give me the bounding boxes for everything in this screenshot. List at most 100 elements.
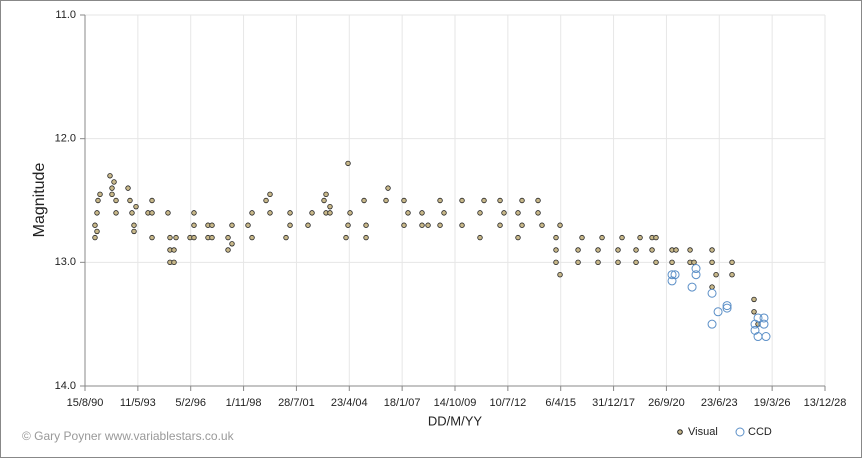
point bbox=[345, 160, 351, 167]
point bbox=[579, 234, 585, 241]
legend-label: CCD bbox=[748, 426, 772, 438]
point bbox=[173, 234, 179, 241]
point bbox=[497, 222, 503, 228]
point bbox=[309, 210, 315, 216]
point bbox=[287, 222, 293, 228]
credit: © Gary Poyner www.variablestars.co.uk bbox=[22, 429, 235, 443]
x-tick-label: 28/7/01 bbox=[278, 397, 315, 409]
point bbox=[131, 222, 137, 228]
point bbox=[283, 234, 289, 241]
point bbox=[649, 247, 655, 253]
point bbox=[95, 197, 101, 204]
point bbox=[263, 197, 269, 204]
point bbox=[669, 259, 675, 266]
point bbox=[363, 222, 369, 228]
point bbox=[722, 303, 732, 313]
y-tick-label: 14.0 bbox=[55, 380, 76, 392]
point bbox=[209, 234, 215, 241]
point bbox=[323, 191, 329, 198]
point bbox=[437, 222, 443, 228]
point bbox=[267, 210, 273, 216]
point bbox=[229, 241, 235, 247]
point bbox=[343, 234, 349, 241]
point bbox=[477, 234, 483, 241]
x-tick-label: 18/1/07 bbox=[384, 397, 421, 409]
point bbox=[405, 210, 411, 216]
point bbox=[97, 191, 103, 198]
point bbox=[553, 259, 559, 266]
point bbox=[713, 307, 723, 317]
point bbox=[109, 191, 115, 198]
point bbox=[691, 264, 701, 274]
point bbox=[385, 185, 391, 191]
point bbox=[113, 197, 119, 204]
point bbox=[687, 282, 697, 292]
point bbox=[751, 309, 757, 315]
point bbox=[111, 179, 117, 185]
point bbox=[459, 197, 465, 204]
point bbox=[94, 210, 100, 216]
point bbox=[481, 197, 487, 204]
point bbox=[229, 222, 235, 228]
point bbox=[751, 296, 757, 303]
point bbox=[709, 247, 715, 253]
point bbox=[191, 234, 197, 241]
point bbox=[419, 222, 425, 228]
point bbox=[691, 270, 701, 280]
point bbox=[759, 313, 769, 323]
point bbox=[722, 301, 732, 311]
point bbox=[363, 234, 369, 241]
legend-marker bbox=[677, 429, 683, 435]
legend-marker bbox=[735, 427, 745, 437]
x-axis-label: DD/M/YY bbox=[428, 413, 483, 428]
point bbox=[553, 247, 559, 253]
point bbox=[287, 210, 293, 216]
point bbox=[519, 222, 525, 228]
point bbox=[667, 270, 677, 280]
point bbox=[401, 222, 407, 228]
point bbox=[149, 210, 155, 216]
x-tick-label: 23/4/04 bbox=[331, 397, 368, 409]
point bbox=[535, 197, 541, 204]
x-tick-label: 31/12/17 bbox=[592, 397, 635, 409]
point bbox=[109, 185, 115, 191]
point bbox=[245, 222, 251, 228]
point bbox=[497, 197, 503, 204]
point bbox=[131, 228, 137, 235]
point bbox=[345, 222, 351, 228]
point bbox=[707, 288, 717, 298]
point bbox=[167, 234, 173, 241]
point bbox=[653, 259, 659, 266]
point bbox=[615, 247, 621, 253]
point bbox=[557, 222, 563, 228]
point bbox=[713, 272, 719, 278]
point bbox=[127, 197, 133, 204]
point bbox=[92, 234, 98, 241]
point bbox=[515, 210, 521, 216]
point bbox=[595, 259, 601, 266]
point bbox=[515, 234, 521, 241]
point bbox=[459, 222, 465, 228]
point bbox=[501, 210, 507, 216]
point bbox=[437, 197, 443, 204]
point bbox=[619, 234, 625, 241]
point bbox=[383, 197, 389, 204]
point bbox=[441, 210, 447, 216]
point bbox=[729, 259, 735, 266]
point bbox=[171, 247, 177, 253]
point bbox=[191, 222, 197, 228]
point bbox=[249, 210, 255, 216]
point bbox=[633, 247, 639, 253]
point bbox=[419, 210, 425, 216]
point bbox=[133, 203, 139, 210]
point bbox=[759, 319, 769, 329]
point bbox=[125, 185, 131, 191]
x-tick-label: 26/9/20 bbox=[648, 397, 685, 409]
point bbox=[637, 234, 643, 241]
point bbox=[401, 197, 407, 204]
point bbox=[575, 259, 581, 266]
point bbox=[347, 210, 353, 216]
x-tick-label: 13/12/28 bbox=[804, 397, 847, 409]
